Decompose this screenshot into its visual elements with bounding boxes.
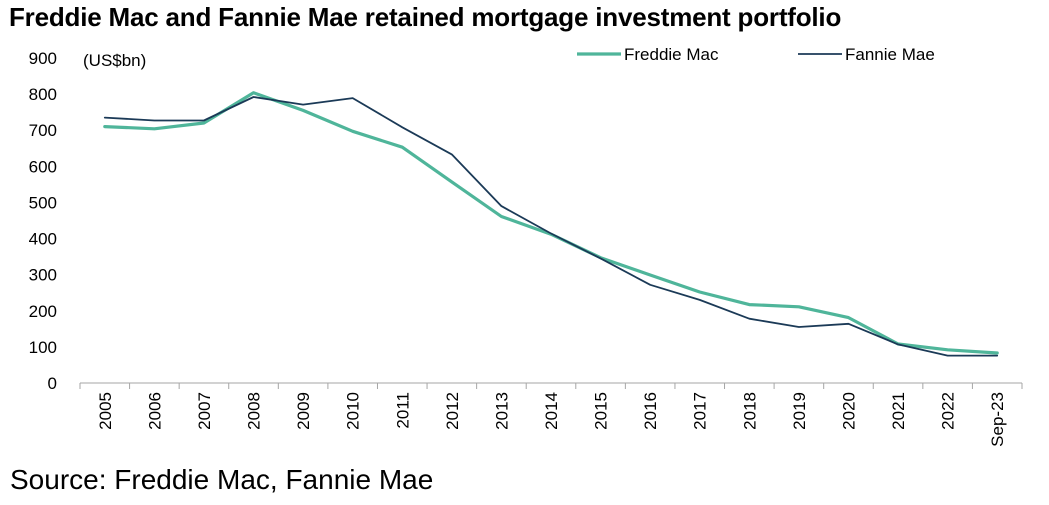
y-tick-label: 500	[29, 193, 57, 212]
x-tick-label: 2010	[344, 392, 363, 430]
y-tick-label: 600	[29, 157, 57, 176]
x-tick-label: 2015	[592, 392, 611, 430]
y-tick-label: 300	[29, 266, 57, 285]
line-chart: 0 100 200 300 400 500 600 700 800 900 (US$bn) 2005 2…	[29, 45, 1023, 447]
x-tick-label: 2016	[641, 392, 660, 430]
x-tick-label: 2019	[790, 392, 809, 430]
x-tick-label: 2009	[294, 392, 313, 430]
y-tick-label: 800	[29, 85, 57, 104]
x-tick-label: 2021	[889, 392, 908, 430]
x-tick-label: 2020	[839, 392, 858, 430]
x-tick-label: 2018	[740, 392, 759, 430]
y-tick-label: 900	[29, 49, 57, 68]
series-line-freddie-mac	[103, 91, 999, 355]
x-tick-label: Sep-23	[988, 392, 1007, 447]
x-tick-label: 2012	[443, 392, 462, 430]
x-tick-label: 2011	[393, 392, 412, 429]
y-tick-label: 0	[48, 374, 57, 393]
x-tick-label: 2008	[245, 392, 264, 430]
y-tick-label: 200	[29, 302, 57, 321]
x-tick-label: 2022	[939, 392, 958, 430]
y-tick-label: 700	[29, 121, 57, 140]
series-line-fannie-mae	[103, 96, 999, 357]
x-tick-label: 2013	[492, 392, 511, 430]
x-tick-label: 2007	[195, 392, 214, 430]
legend-label: Fannie Mae	[845, 45, 935, 64]
chart-title: Freddie Mac and Fannie Mae retained mort…	[9, 2, 842, 32]
x-tick-label: 2006	[145, 392, 164, 430]
legend-label: Freddie Mac	[624, 45, 719, 64]
y-tick-label: 400	[29, 230, 57, 249]
source-note: Source: Freddie Mac, Fannie Mae	[10, 464, 434, 495]
x-tick-label: 2017	[691, 392, 710, 430]
y-unit-label: (US$bn)	[83, 51, 146, 70]
x-tick-label: 2005	[96, 392, 115, 430]
y-tick-label: 100	[29, 338, 57, 357]
x-tick-label: 2014	[542, 392, 561, 430]
